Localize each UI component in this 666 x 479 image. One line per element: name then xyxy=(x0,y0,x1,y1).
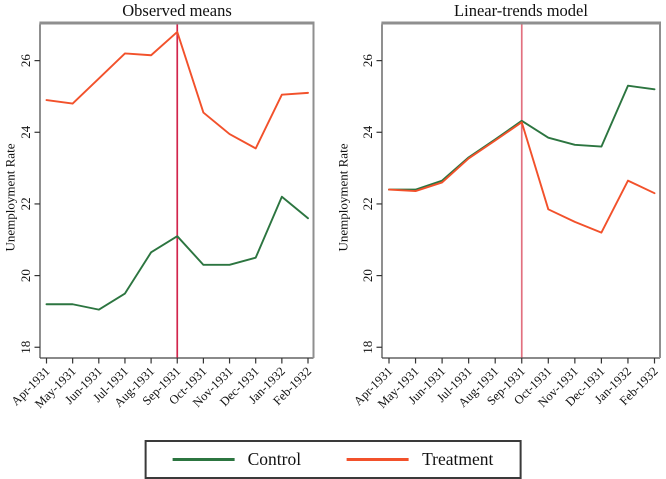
y-tick-label: 24 xyxy=(360,125,375,139)
right-panel-title: Linear-trends model xyxy=(454,1,588,20)
y-tick-label: 26 xyxy=(360,54,375,67)
y-tick-label: 20 xyxy=(18,269,33,282)
y-tick-label: 18 xyxy=(360,341,375,354)
legend-label-control: Control xyxy=(247,449,302,469)
series-line-treatment xyxy=(45,31,309,150)
control-line-swatch xyxy=(172,458,235,461)
y-tick-label: 24 xyxy=(18,125,33,139)
y-tick-label: 18 xyxy=(18,341,33,354)
series-line-control xyxy=(45,195,309,311)
treatment-line-swatch xyxy=(347,458,410,461)
legend-item-treatment: Treatment xyxy=(347,449,493,470)
legend-item-control: Control xyxy=(172,449,302,470)
panel-0: 1820222426Apr-1931May-1931Jun-1931Jul-19… xyxy=(9,21,315,411)
right-y-axis-label: Unemployment Rate xyxy=(335,143,351,252)
left-panel-title: Observed means xyxy=(122,1,232,20)
y-tick-label: 22 xyxy=(360,197,375,210)
legend: Control Treatment xyxy=(144,440,522,479)
left-y-axis-label: Unemployment Rate xyxy=(2,143,18,252)
series-line-treatment xyxy=(388,121,656,234)
y-tick-label: 22 xyxy=(18,197,33,210)
y-tick-label: 26 xyxy=(18,54,33,67)
y-tick-label: 20 xyxy=(360,269,375,282)
series-line-control xyxy=(388,84,656,191)
legend-label-treatment: Treatment xyxy=(422,449,494,469)
panel-1: 1820222426Apr-1931May-1931Jun-1931Jul-19… xyxy=(351,21,661,411)
